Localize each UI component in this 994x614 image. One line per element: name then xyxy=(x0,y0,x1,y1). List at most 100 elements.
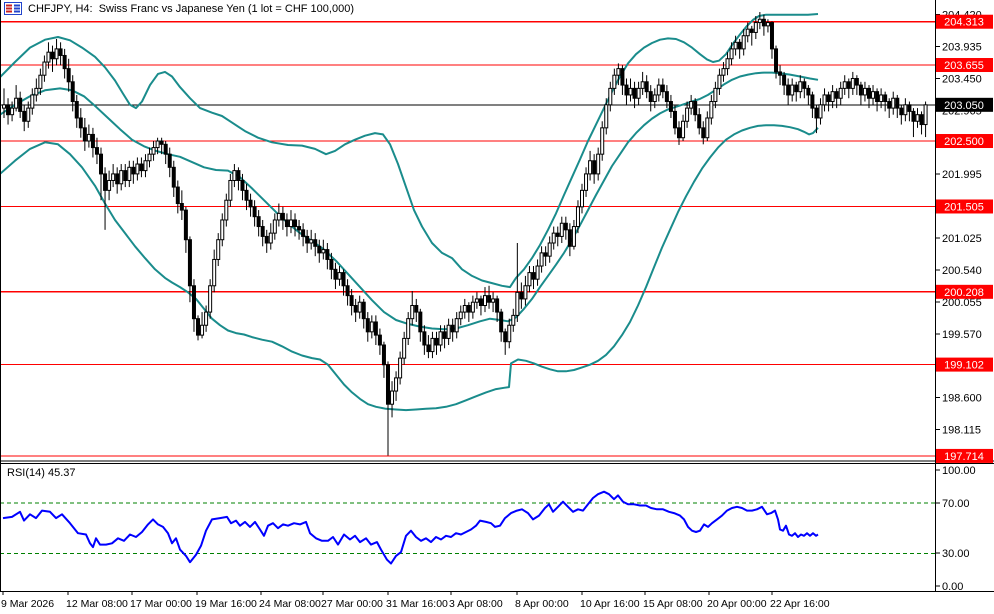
candle-body xyxy=(798,81,803,93)
candle-body xyxy=(745,28,750,37)
candle-body xyxy=(535,265,540,280)
candle-body xyxy=(547,242,552,257)
candle-body xyxy=(604,104,609,129)
price-tick-label: 200.055 xyxy=(942,297,982,309)
candle-body xyxy=(608,87,613,106)
candle-body xyxy=(733,41,738,50)
candle-body xyxy=(159,140,164,145)
time-tick-label: 20 Apr 00:00 xyxy=(707,598,767,610)
candle-body xyxy=(422,331,427,346)
candle-body xyxy=(713,87,718,103)
candle-body xyxy=(18,97,23,112)
candle-body xyxy=(737,41,742,50)
time-tick-label: 19 Mar 16:00 xyxy=(195,598,257,610)
candle-body xyxy=(434,337,439,346)
main-chart-area[interactable] xyxy=(0,12,935,457)
candle-body xyxy=(600,127,605,155)
rsi-scale-label: 30.00 xyxy=(942,548,970,560)
candle-body xyxy=(818,104,823,119)
price-tick-label: 198.600 xyxy=(942,393,982,405)
price-level-badge-text: 202.500 xyxy=(944,136,984,148)
price-level-badge xyxy=(936,357,993,372)
candle-body xyxy=(216,239,221,260)
candle-body xyxy=(171,166,176,188)
candle-body xyxy=(438,331,443,346)
candle-body xyxy=(365,318,370,333)
candle-body xyxy=(588,160,593,175)
candle-body xyxy=(268,232,273,244)
candle-body xyxy=(721,68,726,76)
candle-body xyxy=(248,199,253,208)
candle-body xyxy=(309,239,314,244)
candle-body xyxy=(875,91,880,103)
candle-body xyxy=(187,239,192,287)
candle-body xyxy=(293,219,298,228)
candle-body xyxy=(410,305,415,320)
candle-body xyxy=(717,74,722,89)
candle-body xyxy=(345,285,350,297)
time-tick-label: 22 Apr 16:00 xyxy=(770,598,830,610)
candle-body xyxy=(418,311,423,333)
candle-body xyxy=(361,301,366,320)
candle-body xyxy=(280,212,285,221)
price-level-badge xyxy=(936,199,993,214)
candle-body xyxy=(883,94,888,103)
candle-body xyxy=(458,311,463,320)
candle-body xyxy=(596,153,601,175)
price-level-badge xyxy=(936,134,993,149)
candle-body xyxy=(915,114,920,122)
candle-body xyxy=(769,22,774,50)
candle-body xyxy=(866,87,871,99)
price-level-badge-text: 197.714 xyxy=(944,451,984,463)
rsi-scale-label: 0.00 xyxy=(942,581,963,593)
candle-body xyxy=(741,35,746,50)
candle-body xyxy=(786,84,791,96)
candle-body xyxy=(672,110,677,129)
candle-body xyxy=(402,337,407,359)
candle-body xyxy=(543,252,548,257)
candle-body xyxy=(575,206,580,228)
candle-body xyxy=(677,127,682,139)
candle-body xyxy=(571,226,576,247)
candle-body xyxy=(390,390,395,405)
candle-body xyxy=(10,107,15,116)
candle-body xyxy=(919,114,924,126)
candle-body xyxy=(272,219,277,234)
price-level-badge-text: 203.655 xyxy=(944,60,984,72)
candle-body xyxy=(450,324,455,333)
candle-body xyxy=(495,298,500,313)
price-tick-label: 201.025 xyxy=(942,233,982,245)
current-price-badge-text: 203.050 xyxy=(944,100,984,112)
candle-body xyxy=(846,81,851,89)
candle-body xyxy=(50,51,55,60)
candle-body xyxy=(563,222,568,231)
rsi-panel-area[interactable] xyxy=(0,490,935,565)
candle-body xyxy=(406,318,411,339)
candle-body xyxy=(394,377,399,392)
candle-body xyxy=(74,101,79,119)
rsi-scale-label: 70.00 xyxy=(942,498,970,510)
candle-body xyxy=(567,229,572,247)
candle-body xyxy=(697,114,702,129)
rsi-line xyxy=(2,490,819,565)
candle-body xyxy=(236,170,241,181)
candle-body xyxy=(454,318,459,333)
candle-body xyxy=(806,87,811,96)
candle-body xyxy=(725,58,730,70)
candle-body xyxy=(430,337,435,353)
candle-body xyxy=(196,318,201,336)
candle-body xyxy=(103,173,108,191)
candle-body xyxy=(135,163,140,175)
candle-body xyxy=(652,94,657,103)
candle-body xyxy=(14,97,19,109)
price-level-badge xyxy=(936,58,993,73)
candle-body xyxy=(810,94,815,109)
candle-body xyxy=(82,127,87,142)
candle-body xyxy=(62,54,67,70)
candle-body xyxy=(244,189,249,201)
time-tick-label: 15 Apr 08:00 xyxy=(643,598,703,610)
candle-body xyxy=(685,107,690,122)
candle-body xyxy=(54,48,59,60)
